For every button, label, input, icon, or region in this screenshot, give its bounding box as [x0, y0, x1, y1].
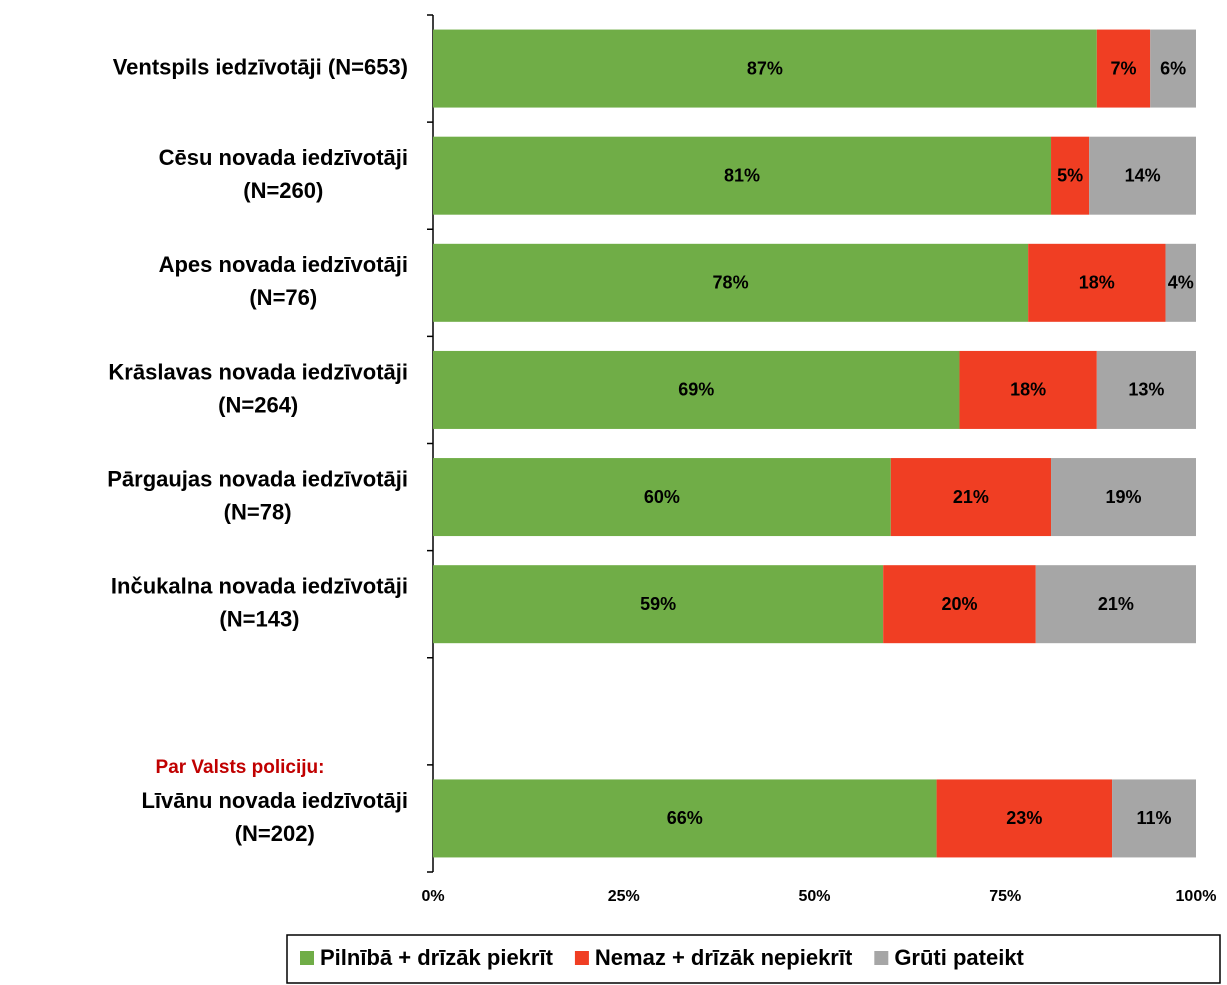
value-label: 11% [1137, 808, 1172, 828]
category-label: (N=78) [224, 499, 292, 524]
legend-swatch [874, 951, 889, 965]
category-label: Krāslavas novada iedzīvotāji [108, 359, 408, 384]
value-label: 14% [1125, 165, 1161, 185]
value-label: 60% [644, 487, 680, 507]
value-label: 87% [747, 58, 783, 78]
value-label: 23% [1006, 808, 1042, 828]
category-label: Inčukalna novada iedzīvotāji [111, 574, 408, 599]
annotation: Par Valsts policiju: [156, 757, 325, 778]
bar-segment [1035, 565, 1196, 644]
bar-segment [433, 243, 1029, 322]
legend-label: Pilnībā + drīzāk piekrīt [320, 945, 554, 970]
value-label: 18% [1010, 380, 1046, 400]
value-label: 18% [1079, 273, 1115, 293]
value-label: 66% [667, 808, 703, 828]
value-label: 21% [953, 487, 989, 507]
legend-label: Grūti pateikt [894, 945, 1024, 970]
bar-segment [959, 350, 1097, 429]
value-label: 7% [1111, 58, 1137, 78]
bar-segment [890, 458, 1052, 537]
legend-swatch [574, 951, 589, 965]
bar-segment [1089, 136, 1196, 215]
x-tick-label: 75% [989, 888, 1021, 905]
value-label: 69% [678, 380, 714, 400]
bar-segment [1096, 350, 1196, 429]
bar-segment [1028, 243, 1166, 322]
x-tick-label: 100% [1176, 888, 1217, 905]
bar-segment [936, 779, 1113, 858]
value-label: 59% [640, 594, 676, 614]
x-tick-label: 50% [798, 888, 830, 905]
value-label: 81% [724, 165, 760, 185]
category-label: (N=76) [249, 285, 317, 310]
bar-segment [433, 136, 1052, 215]
x-tick-label: 0% [421, 888, 444, 905]
category-label: Pārgaujas novada iedzīvotāji [107, 466, 408, 491]
bar-segment [1165, 243, 1196, 322]
category-label: (N=202) [235, 821, 315, 846]
value-label: 13% [1128, 380, 1164, 400]
bar-segment [433, 565, 884, 644]
value-label: 20% [941, 594, 977, 614]
bar-segment [1051, 458, 1196, 537]
bar-segment [433, 458, 891, 537]
legend-label: Nemaz + drīzāk nepiekrīt [595, 945, 853, 970]
category-label: Līvānu novada iedzīvotāji [141, 788, 408, 813]
value-label: 19% [1105, 487, 1141, 507]
bar-segment [433, 350, 960, 429]
category-label: Cēsu novada iedzīvotāji [159, 145, 408, 170]
bar-segment [1150, 29, 1196, 108]
category-label: Ventspils iedzīvotāji (N=653) [113, 54, 408, 79]
value-label: 78% [713, 273, 749, 293]
bar-segment [433, 779, 937, 858]
bar-segment [1096, 29, 1151, 108]
bar-segment [1051, 136, 1090, 215]
category-label: (N=260) [243, 178, 323, 203]
x-tick-label: 25% [608, 888, 640, 905]
bar-segment [1112, 779, 1196, 858]
bar-segment [433, 29, 1097, 108]
category-label: Apes novada iedzīvotāji [159, 252, 408, 277]
value-label: 5% [1057, 165, 1083, 185]
bar-segment [883, 565, 1036, 644]
category-label: (N=143) [219, 607, 299, 632]
value-label: 21% [1098, 594, 1134, 614]
category-label: (N=264) [218, 392, 298, 417]
legend-box [286, 934, 1221, 984]
legend-swatch [300, 951, 314, 965]
value-label: 4% [1168, 273, 1194, 293]
value-label: 6% [1160, 58, 1186, 78]
